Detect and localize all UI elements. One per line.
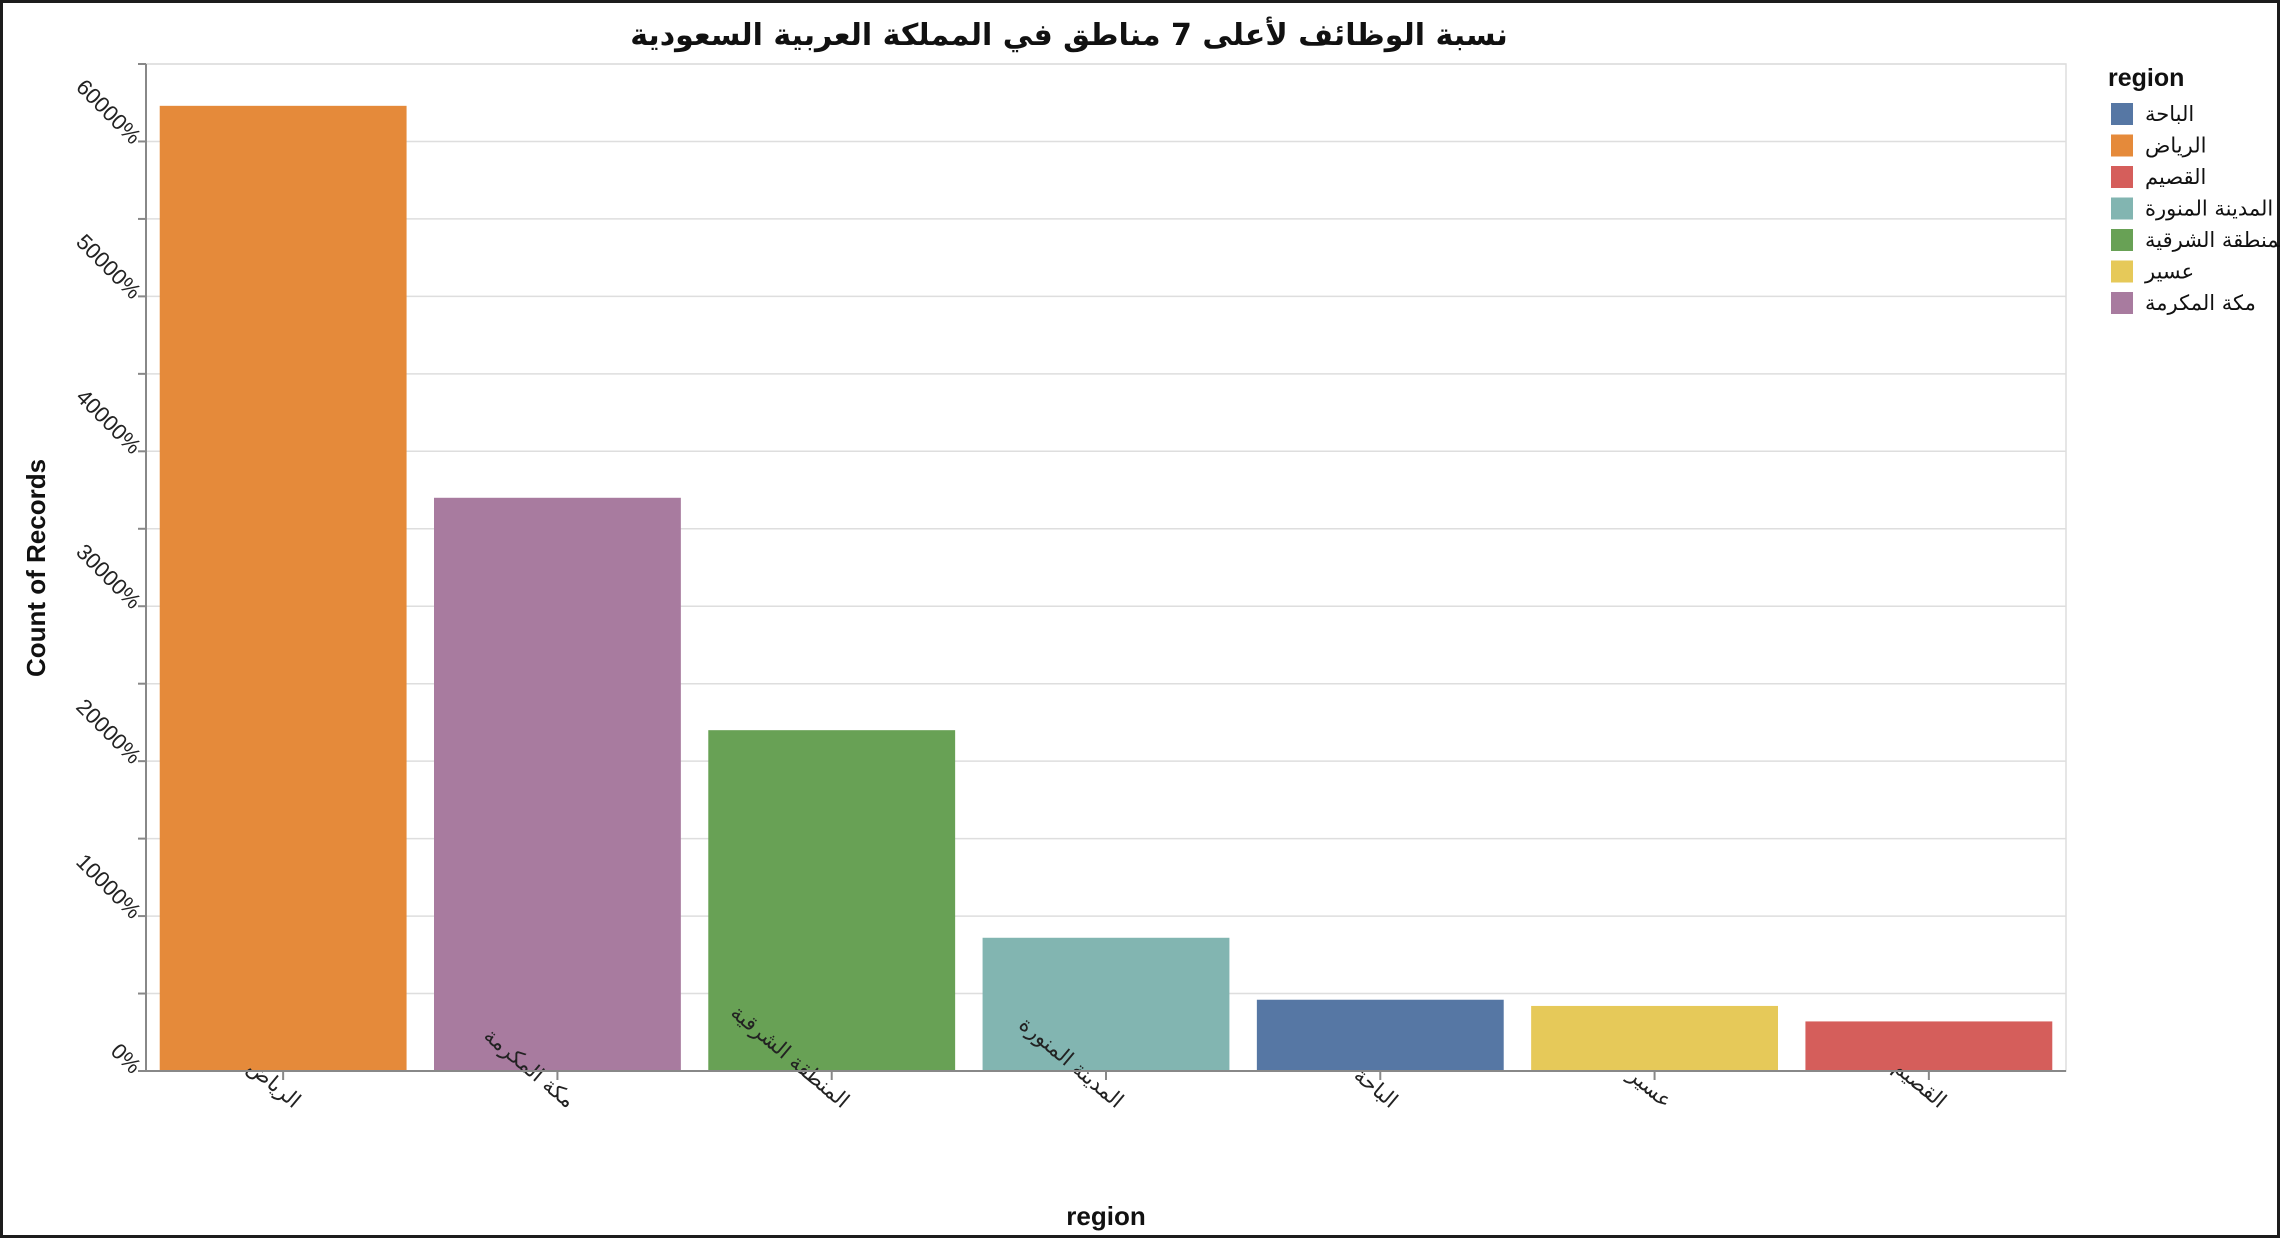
legend-swatch: [2111, 134, 2133, 157]
y-tick-label: 60000%: [71, 74, 146, 149]
bar: [434, 497, 681, 1071]
chart-title: نسبة الوظائف لأعلى 7 مناطق في المملكة ال…: [630, 16, 1508, 53]
y-axis-title: Count of Records: [21, 459, 51, 677]
legend-swatch: [2111, 166, 2133, 188]
bars: [159, 105, 2053, 1072]
bar: [708, 730, 956, 1071]
y-tick-label: 10000%: [71, 849, 146, 924]
legend-title: region: [2108, 64, 2184, 92]
legend-swatch: [2111, 197, 2133, 220]
bar: [1256, 999, 1504, 1071]
y-tick-label: 0%: [106, 1038, 146, 1078]
bar: [1531, 1005, 1778, 1071]
legend-label: القصيم: [2145, 165, 2206, 190]
bar: [982, 937, 1230, 1071]
y-tick-label: 40000%: [71, 384, 146, 459]
y-tick-label: 20000%: [71, 694, 146, 769]
legend-swatch: [2111, 292, 2133, 314]
legend-swatch: [2111, 103, 2133, 125]
legend-label: الرياض: [2145, 134, 2206, 158]
legend-label: عسير: [2144, 260, 2194, 284]
x-axis-title: region: [1066, 1201, 1145, 1231]
legend-swatch: [2111, 229, 2133, 251]
legend: region الباحة الرياض القصيم المدينة المنورة…: [2108, 64, 2280, 315]
legend-label: المنطقة الشرقية: [2145, 228, 2280, 252]
bar: [159, 105, 407, 1072]
y-tick-label: 50000%: [71, 229, 146, 304]
legend-label: الباحة: [2145, 102, 2194, 126]
bar: [1805, 1021, 2053, 1071]
legend-swatch: [2111, 260, 2133, 283]
legend-label: مكة المكرمة: [2145, 291, 2256, 315]
legend-label: المدينة المنورة: [2145, 197, 2273, 221]
y-tick-label: 30000%: [71, 539, 146, 614]
bar-chart: 0% 10000% 20000% 30000% 40000% 50000% 60000% ال…: [21, 16, 2280, 1231]
